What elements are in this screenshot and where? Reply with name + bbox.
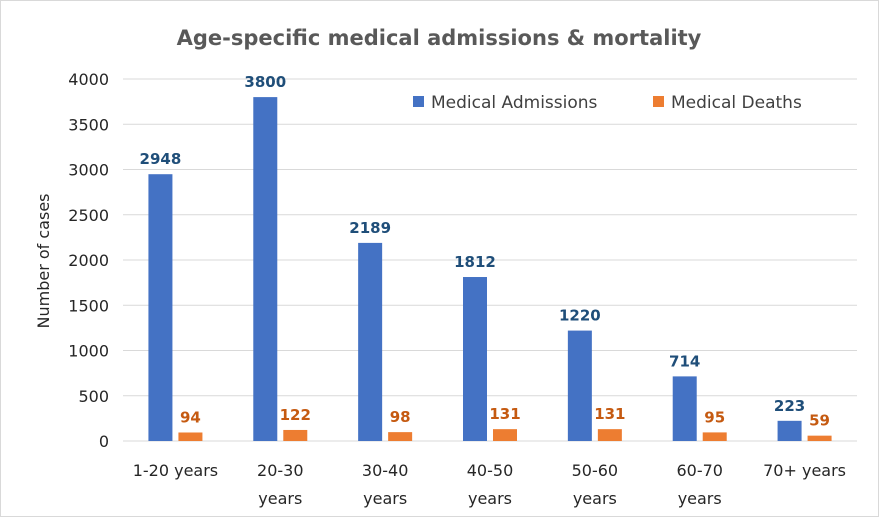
x-tick-labels: 1-20 years 20-30 years 30-40 years 40-50 years… (133, 461, 846, 508)
deaths-bar-4 (597, 429, 622, 441)
admissions-bar-2 (358, 242, 383, 441)
deaths-bar-2 (388, 432, 413, 441)
x-tick-label: 70+ years (763, 461, 846, 480)
deaths-bar-0 (178, 432, 203, 441)
admissions-bar-0 (148, 174, 173, 441)
admissions-bar-4 (567, 330, 592, 441)
y-tick-label: 4000 (68, 70, 109, 89)
x-tick-label: 50-60 years (572, 461, 619, 508)
admissions-data-label: 2189 (349, 219, 391, 237)
admissions-data-label: 1812 (454, 253, 496, 271)
deaths-bar-3 (493, 429, 517, 441)
deaths-data-label: 131 (594, 405, 625, 423)
y-tick-label: 2500 (68, 206, 109, 225)
admissions-bar-1 (253, 97, 278, 441)
chart-title: Age-specific medical admissions & mortal… (177, 26, 702, 50)
y-tick-label: 1000 (68, 342, 109, 361)
y-tick-label: 0 (99, 432, 109, 451)
x-tick-label: 40-50 years (467, 461, 514, 508)
bars (148, 97, 832, 441)
admissions-data-label: 1220 (559, 307, 601, 325)
deaths-bar-6 (807, 435, 832, 441)
deaths-data-label: 94 (180, 408, 201, 426)
admissions-bar-3 (463, 277, 487, 441)
y-tick-label: 2000 (68, 251, 109, 270)
y-tick-labels: 0 500 1000 1500 2000 2500 3000 3500 4000 (68, 70, 109, 451)
deaths-data-label: 98 (390, 408, 411, 426)
y-tick-label: 3500 (68, 115, 109, 134)
y-tick-label: 3000 (68, 161, 109, 180)
admissions-data-label: 3800 (244, 73, 286, 91)
gridlines (123, 78, 857, 442)
legend: Medical Admissions Medical Deaths (413, 93, 802, 113)
deaths-bar-5 (702, 432, 727, 441)
x-tick-label: 30-40 years (362, 461, 409, 508)
x-tick-label: 1-20 years (133, 461, 218, 480)
y-axis-label: Number of cases (34, 194, 53, 329)
admissions-data-label: 2948 (140, 150, 182, 168)
y-tick-label: 500 (78, 387, 109, 406)
admissions-bar-5 (672, 376, 697, 441)
admissions-data-label: 714 (669, 352, 700, 370)
legend-swatch-deaths (653, 96, 664, 107)
admissions-bar-6 (777, 420, 802, 441)
y-tick-label: 1500 (68, 296, 109, 315)
deaths-bar-1 (283, 429, 308, 441)
deaths-data-label: 131 (489, 405, 520, 423)
legend-label-deaths: Medical Deaths (671, 93, 802, 113)
legend-label-admissions: Medical Admissions (431, 93, 598, 113)
x-tick-label: 60-70 years (676, 461, 723, 508)
deaths-data-label: 95 (704, 408, 725, 426)
deaths-data-label: 59 (809, 412, 830, 430)
deaths-data-label: 122 (280, 406, 311, 424)
admissions-data-label: 223 (774, 397, 805, 415)
x-tick-label: 20-30 years (257, 461, 304, 508)
data-labels: 2948 94 3800 122 2189 98 1812 131 1220 131 714 95 22… (140, 73, 830, 430)
legend-swatch-admissions (413, 96, 424, 107)
